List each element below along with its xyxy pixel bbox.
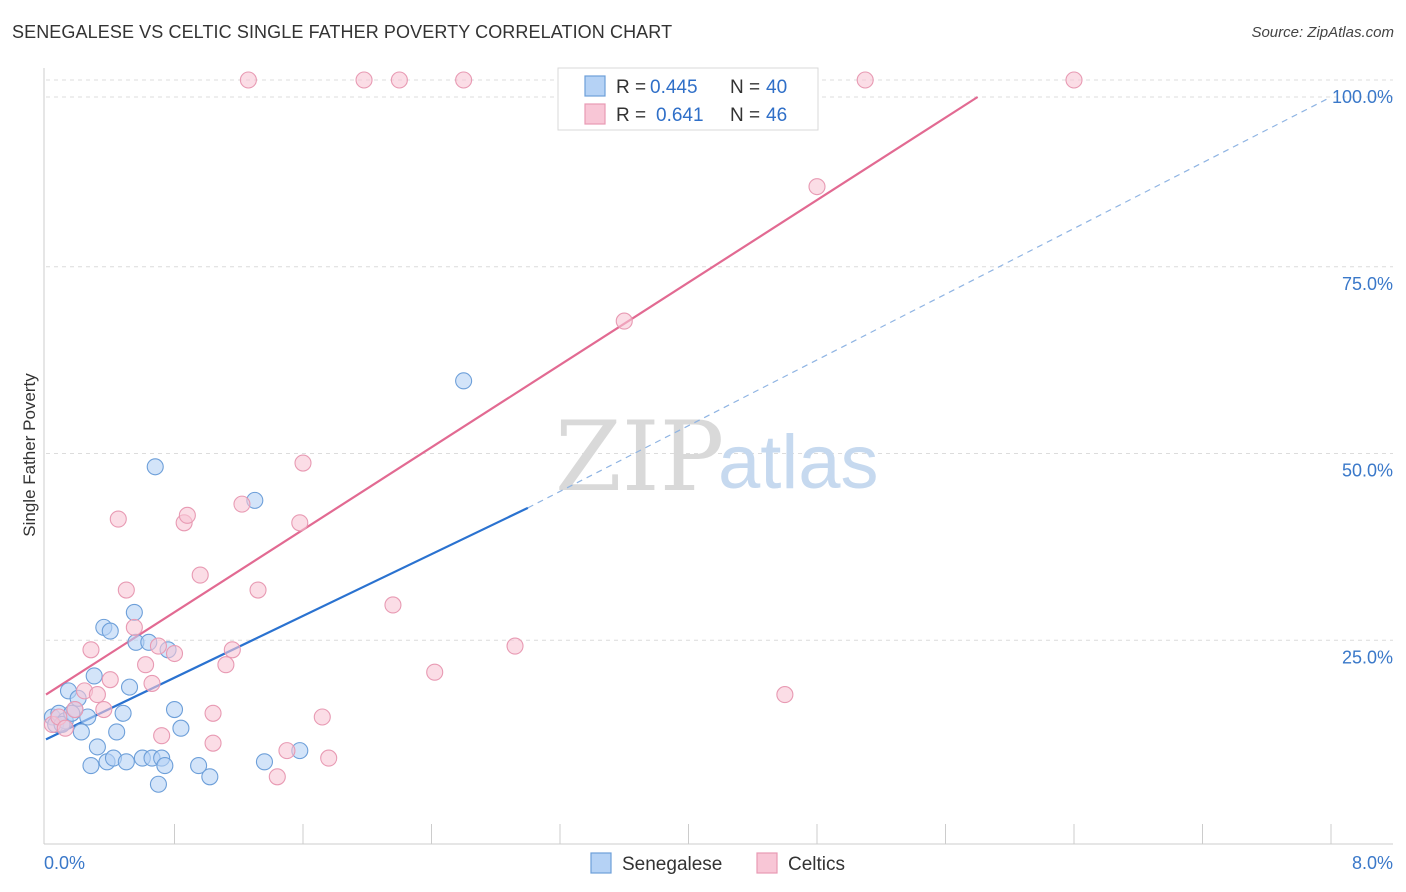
celtics-point (66, 700, 84, 719)
celtics-point (506, 637, 524, 655)
celtics-point (117, 581, 135, 599)
celtics-point (320, 749, 338, 767)
y-tick-label: 100.0% (1332, 87, 1393, 107)
series-label-senegalese: Senegalese (622, 854, 722, 875)
legend-n-value-2: 46 (766, 105, 787, 126)
senegalese-point (146, 458, 164, 476)
celtics-point (291, 514, 309, 532)
senegalese-point (85, 667, 103, 685)
celtics-point (204, 704, 222, 722)
senegalese-point (125, 603, 143, 621)
y-axis-title: Single Father Poverty (20, 373, 39, 537)
senegalese-point (190, 757, 208, 775)
celtics-point (217, 656, 235, 674)
senegalese-point (172, 719, 190, 737)
watermark-atlas: atlas (718, 420, 879, 505)
chart-title: SENEGALESE VS CELTIC SINGLE FATHER POVER… (12, 22, 673, 42)
celtics-point (384, 596, 402, 614)
series-label-celtics: Celtics (788, 854, 845, 875)
senegalese-point (120, 678, 139, 696)
series-swatch-senegalese (590, 852, 612, 874)
senegalese-point (156, 757, 174, 775)
legend-r-label-1: R = (616, 77, 646, 98)
series-legend: Senegalese Celtics (590, 852, 845, 875)
celtics-point (165, 644, 184, 663)
legend-swatch-senegalese (584, 75, 606, 97)
senegalese-point (88, 738, 106, 756)
senegalese-point (455, 372, 473, 390)
trend-lines (45, 96, 1332, 741)
celtics-point (1065, 71, 1083, 89)
legend-swatch-celtics (584, 103, 606, 125)
y-axis-title-group: Single Father Poverty (20, 373, 39, 537)
celtics-point (137, 656, 155, 674)
senegalese-trend-line (45, 506, 529, 741)
celtics-point (149, 637, 167, 655)
senegalese-point (117, 753, 135, 771)
y-tick-label: 25.0% (1342, 647, 1393, 667)
celtics-trend-line (45, 96, 979, 696)
celtics-point (88, 686, 106, 704)
celtics-point (101, 671, 119, 689)
senegalese-trend-extension (527, 96, 1332, 509)
celtics-point (178, 506, 196, 524)
celtics-point (268, 768, 286, 786)
celtics-point (239, 71, 257, 89)
celtics-point (223, 641, 241, 659)
legend-n-label-2: N = (730, 105, 760, 126)
celtics-point (109, 510, 127, 528)
celtics-point (615, 312, 633, 330)
celtics-point (204, 734, 222, 752)
x-tick-label-max: 8.0% (1352, 853, 1393, 873)
correlation-legend: R = 0.445 N = 40 R = 0.641 N = 46 (557, 67, 819, 131)
senegalese-point (149, 775, 167, 793)
celtics-point (82, 641, 100, 659)
grid-lines (46, 79, 1393, 641)
celtics-point (455, 71, 473, 89)
senegalese-point (101, 622, 119, 640)
senegalese-point (201, 768, 219, 786)
celtics-point (125, 618, 143, 636)
celtics-point (153, 727, 171, 745)
legend-r-value-2: 0.641 (656, 105, 704, 126)
senegalese-point (165, 700, 184, 719)
senegalese-point (79, 708, 97, 726)
series-swatch-celtics (756, 852, 778, 874)
celtics-point (56, 719, 74, 737)
x-tick-label-min: 0.0% (44, 853, 85, 873)
legend-n-label-1: N = (730, 77, 760, 98)
celtics-point (233, 495, 251, 513)
senegalese-point (108, 723, 126, 741)
celtics-point (249, 581, 267, 599)
data-points (43, 71, 1083, 793)
celtics-point (426, 663, 444, 681)
y-tick-label: 75.0% (1342, 274, 1393, 294)
senegalese-point (114, 704, 132, 722)
senegalese-point (255, 753, 274, 771)
y-tick-label: 50.0% (1342, 461, 1393, 481)
watermark-zip: ZIP (555, 401, 724, 513)
source-label: Source: ZipAtlas.com (1251, 24, 1394, 41)
celtics-point (95, 700, 113, 719)
celtics-point (313, 708, 331, 726)
watermark: ZIP atlas (555, 401, 879, 513)
senegalese-point (72, 723, 90, 741)
celtics-point (355, 71, 373, 89)
celtics-point (390, 71, 408, 89)
celtics-point (294, 454, 312, 472)
celtics-point (856, 71, 874, 89)
celtics-point (143, 674, 161, 692)
legend-n-value-1: 40 (766, 77, 787, 98)
senegalese-point (82, 757, 100, 775)
celtics-point (191, 566, 209, 584)
axes: 25.0% 50.0% 75.0% 100.0% (43, 68, 1393, 845)
legend-r-label-2: R = (616, 105, 646, 126)
legend-r-value-1: 0.445 (650, 77, 698, 98)
celtics-point (808, 178, 826, 196)
celtics-point (776, 686, 794, 704)
celtics-point (278, 742, 296, 760)
